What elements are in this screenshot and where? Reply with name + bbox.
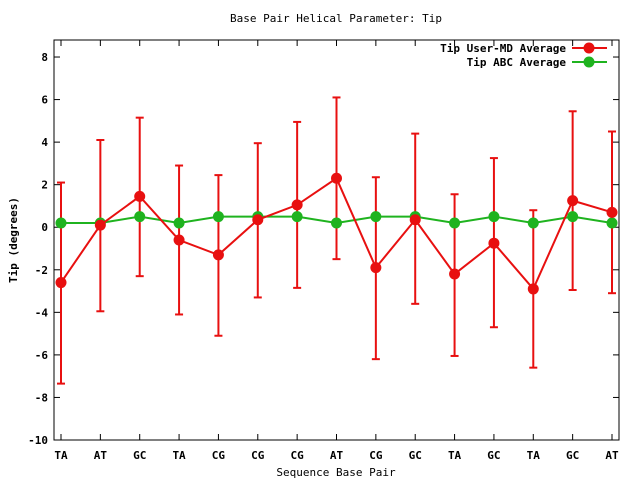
y-tick-label: -6 — [35, 349, 49, 362]
data-point-user-md — [370, 262, 382, 274]
x-axis-label: Sequence Base Pair — [276, 466, 396, 479]
x-tick-label: CG — [291, 449, 305, 462]
x-tick-label: GC — [133, 449, 146, 462]
data-point-abc — [173, 217, 185, 229]
data-point-abc — [134, 211, 146, 223]
data-point-user-md — [488, 237, 500, 249]
legend-swatch-marker — [583, 42, 595, 54]
data-point-user-md — [252, 214, 264, 226]
legend-swatch-marker — [583, 56, 595, 68]
chart-title: Base Pair Helical Parameter: Tip — [230, 12, 442, 25]
data-point-abc — [449, 217, 461, 229]
data-point-user-md — [134, 190, 146, 202]
y-tick-label: -8 — [35, 391, 48, 404]
legend-label-abc: Tip ABC Average — [467, 56, 567, 69]
data-point-user-md — [94, 219, 106, 231]
x-tick-label: AT — [605, 449, 619, 462]
y-tick-label: 4 — [41, 136, 48, 149]
x-tick-label: TA — [448, 449, 462, 462]
error-bars — [57, 96, 616, 385]
x-tick-label: CG — [251, 449, 265, 462]
data-point-abc — [370, 211, 382, 223]
data-point-user-md — [527, 283, 539, 295]
x-tick-label: TA — [527, 449, 541, 462]
y-tick-label: -4 — [35, 306, 49, 319]
data-point-user-md — [409, 214, 421, 226]
y-tick-label: -2 — [35, 264, 48, 277]
data-point-user-md — [291, 199, 303, 211]
data-point-user-md — [567, 195, 579, 207]
data-point-abc — [55, 217, 67, 229]
legend-label-user-md: Tip User-MD Average — [440, 42, 566, 55]
x-tick-label: GC — [409, 449, 422, 462]
x-tick-label: CG — [369, 449, 383, 462]
data-point-abc — [488, 211, 500, 223]
data-point-user-md — [212, 249, 224, 261]
y-axis-label: Tip (degrees) — [7, 197, 20, 283]
y-tick-label: -10 — [28, 434, 48, 447]
y-tick-label: 2 — [41, 179, 48, 192]
data-point-abc — [527, 217, 539, 229]
y-tick-label: 6 — [41, 94, 48, 107]
y-tick-label: 8 — [41, 51, 48, 64]
data-point-user-md — [449, 268, 461, 280]
legend: Tip User-MD Average Tip ABC Average — [440, 42, 607, 69]
x-tick-label: AT — [330, 449, 344, 462]
data-point-user-md — [606, 206, 618, 218]
data-point-abc — [212, 211, 224, 223]
x-tick-label: AT — [94, 449, 108, 462]
x-tick-label: TA — [172, 449, 186, 462]
data-point-user-md — [55, 277, 67, 289]
x-tick-label: TA — [54, 449, 68, 462]
data-point-user-md — [331, 172, 342, 184]
x-axis-ticks: TA AT GC TA CG CG CG AT CG GC TA GC TA GC AT — [54, 40, 619, 462]
data-point-abc — [606, 217, 618, 229]
x-tick-label: CG — [212, 449, 226, 462]
data-point-user-md — [173, 234, 185, 246]
x-tick-label: GC — [566, 449, 579, 462]
data-point-abc — [331, 217, 342, 229]
series-group — [55, 172, 618, 295]
y-axis-ticks: -10 -8 -6 -4 -2 0 2 4 6 8 — [28, 51, 619, 447]
y-tick-label: 0 — [41, 221, 48, 234]
data-point-abc — [291, 211, 303, 223]
x-tick-label: GC — [487, 449, 500, 462]
data-point-abc — [567, 211, 579, 223]
